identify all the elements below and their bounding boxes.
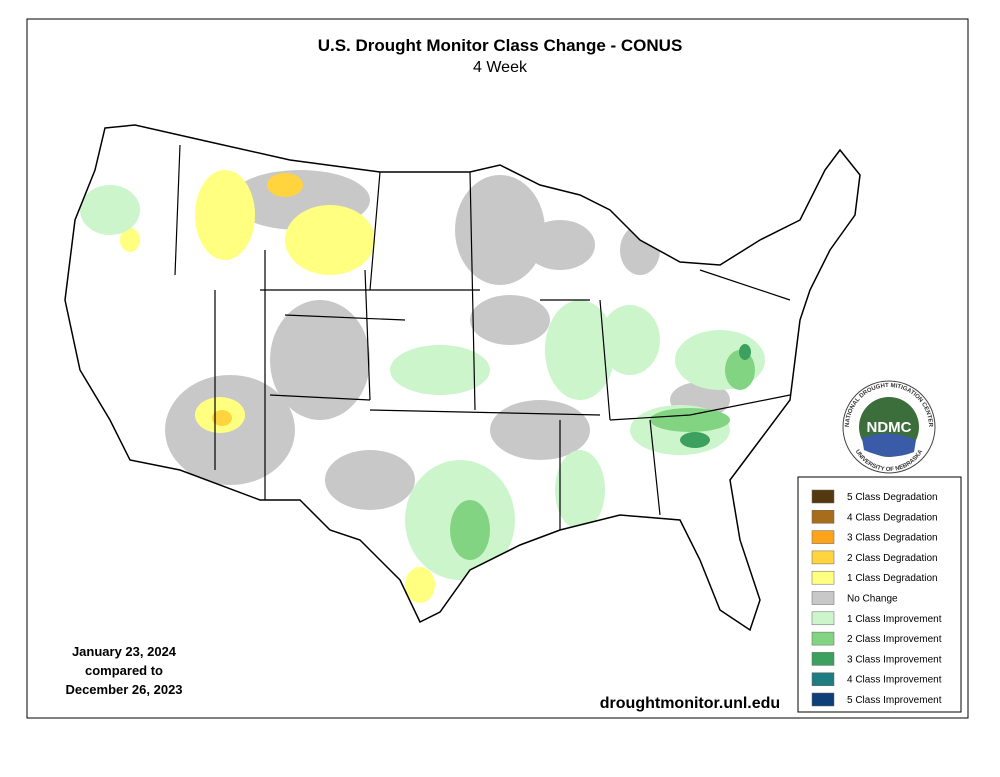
legend-swatch	[811, 672, 835, 686]
legend-swatch	[811, 692, 835, 707]
title: U.S. Drought Monitor Class Change - CONU…	[318, 36, 683, 55]
legend-label: 5 Class Improvement	[847, 695, 942, 706]
legend-label: 4 Class Degradation	[847, 512, 938, 523]
date-line: December 26, 2023	[65, 682, 182, 697]
legend-swatch	[811, 530, 835, 544]
legend-label: 1 Class Improvement	[847, 614, 942, 625]
legend-swatch	[811, 631, 835, 646]
legend-label: 2 Class Improvement	[847, 634, 942, 645]
legend-swatch	[811, 570, 835, 585]
logo-text: NDMC	[867, 419, 912, 436]
legend-label: 3 Class Degradation	[847, 533, 938, 544]
legend-label: 3 Class Improvement	[847, 654, 942, 665]
legend-label: 1 Class Degradation	[847, 573, 938, 584]
legend-swatch	[811, 591, 835, 605]
legend-swatch	[811, 550, 835, 565]
date-line: compared to	[85, 663, 163, 678]
legend-label: 2 Class Degradation	[847, 553, 938, 564]
legend-label: No Change	[847, 594, 898, 605]
legend: 5 Class Degradation 4 Class Degradation 3 …	[797, 476, 962, 713]
subtitle: 4 Week	[473, 59, 528, 76]
legend-swatch	[811, 652, 835, 666]
url: droughtmonitor.unl.edu	[600, 695, 780, 712]
legend-swatch	[811, 611, 835, 626]
date-line: January 23, 2024	[72, 644, 177, 659]
legend-label: 5 Class Degradation	[847, 492, 938, 503]
logo: NDMC NATIONAL DROUGHT MITIGATION CENTER …	[842, 380, 936, 474]
legend-swatch	[811, 510, 835, 524]
legend-label: 4 Class Improvement	[847, 675, 942, 686]
date-block: January 23, 2024 compared to December 26…	[65, 644, 182, 697]
legend-swatch	[811, 489, 835, 504]
